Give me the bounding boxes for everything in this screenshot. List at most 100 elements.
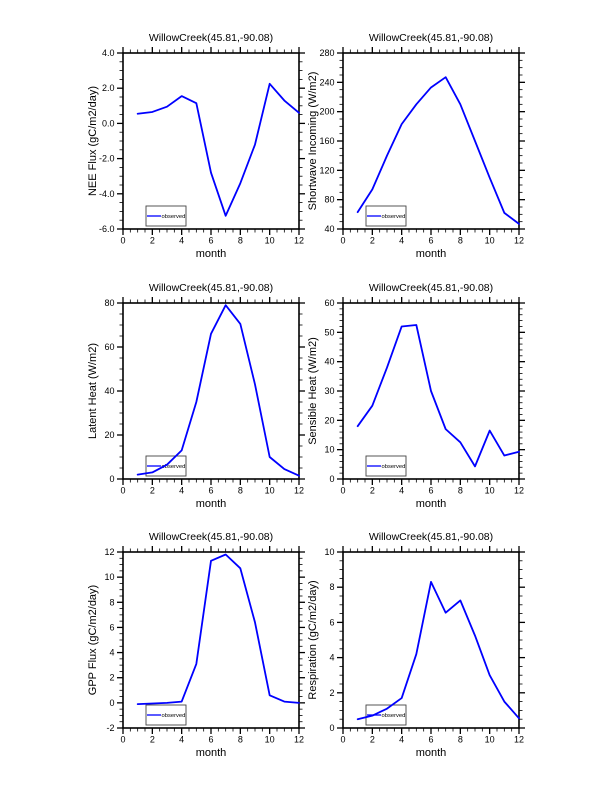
legend-label: observed <box>162 713 186 719</box>
legend: observed <box>145 205 187 227</box>
svg-text:80: 80 <box>104 298 114 308</box>
svg-text:12: 12 <box>294 486 304 496</box>
svg-text:2: 2 <box>329 688 334 698</box>
legend: observed <box>145 704 187 726</box>
svg-text:4: 4 <box>399 236 404 246</box>
svg-text:0: 0 <box>120 735 125 745</box>
x-axis-label: month <box>415 248 447 260</box>
x-axis-label: month <box>195 498 227 510</box>
svg-text:10: 10 <box>265 735 275 745</box>
shortwave-incoming-plot: 0 2 4 6 8 10 12 40 80 120 160 200 240 280 observed <box>319 47 525 246</box>
chart-gpp-flux: WillowCreek(45.81,-90.08) 0 2 4 6 8 10 12 -2 0 2 4… <box>60 529 340 779</box>
svg-text:0: 0 <box>340 486 345 496</box>
svg-text:40: 40 <box>324 357 334 367</box>
respiration-plot: 0 2 4 6 8 10 12 0 2 4 6 8 10 observed <box>324 546 525 745</box>
legend-label: observed <box>162 464 186 470</box>
svg-text:50: 50 <box>324 327 334 337</box>
chart-latent-heat: WillowCreek(45.81,-90.08) 0 2 4 6 8 10 12 0 20 40… <box>60 280 340 530</box>
x-axis-label: month <box>415 747 447 759</box>
series-observed <box>356 76 520 225</box>
gpp-flux-plot: 0 2 4 6 8 10 12 -2 0 2 4 6 8 10 12 observed <box>104 546 305 745</box>
svg-text:6: 6 <box>109 622 114 632</box>
svg-text:2: 2 <box>150 236 155 246</box>
svg-text:6: 6 <box>329 617 334 627</box>
svg-text:20: 20 <box>324 415 334 425</box>
y-axis-label: Respiration (gC/m2/day) <box>307 580 319 700</box>
svg-text:10: 10 <box>265 236 275 246</box>
svg-text:8: 8 <box>238 486 243 496</box>
svg-text:12: 12 <box>294 236 304 246</box>
svg-text:4: 4 <box>179 486 184 496</box>
svg-text:20: 20 <box>104 430 114 440</box>
svg-text:10: 10 <box>485 486 495 496</box>
y-axis-label: Shortwave Incoming (W/m2) <box>307 71 319 211</box>
legend-label: observed <box>382 214 406 220</box>
svg-text:60: 60 <box>104 342 114 352</box>
svg-text:12: 12 <box>514 735 524 745</box>
legend: observed <box>365 455 407 477</box>
series-observed <box>136 82 300 217</box>
svg-text:8: 8 <box>238 735 243 745</box>
chart-respiration: WillowCreek(45.81,-90.08) 0 2 4 6 8 10 12 0 2 4 6 8… <box>280 529 560 779</box>
legend-label: observed <box>382 713 406 719</box>
chart-title: WillowCreek(45.81,-90.08) <box>368 531 494 543</box>
chart-title: WillowCreek(45.81,-90.08) <box>148 32 274 44</box>
y-axis-label: NEE Flux (gC/m2/day) <box>87 85 99 197</box>
svg-text:0: 0 <box>340 735 345 745</box>
chart-title: WillowCreek(45.81,-90.08) <box>148 531 274 543</box>
svg-text:2: 2 <box>370 236 375 246</box>
series-observed <box>356 581 520 721</box>
chart-sensible-heat: WillowCreek(45.81,-90.08) 0 2 4 6 8 10 12 0 10 20… <box>280 280 560 530</box>
svg-text:6: 6 <box>208 735 213 745</box>
svg-text:10: 10 <box>265 486 275 496</box>
svg-text:0: 0 <box>340 236 345 246</box>
svg-text:2: 2 <box>109 673 114 683</box>
svg-text:4: 4 <box>179 735 184 745</box>
svg-text:8: 8 <box>458 486 463 496</box>
svg-text:6: 6 <box>208 236 213 246</box>
svg-text:8: 8 <box>329 582 334 592</box>
svg-text:2.0: 2.0 <box>102 83 115 93</box>
svg-text:8: 8 <box>109 597 114 607</box>
svg-text:200: 200 <box>319 107 334 117</box>
svg-text:10: 10 <box>104 572 114 582</box>
series-observed <box>136 553 300 706</box>
svg-text:0: 0 <box>109 698 114 708</box>
legend-label: observed <box>162 214 186 220</box>
svg-text:120: 120 <box>319 165 334 175</box>
svg-text:4: 4 <box>179 236 184 246</box>
x-axis-label: month <box>415 498 447 510</box>
legend-label: observed <box>382 464 406 470</box>
series-observed <box>136 304 300 477</box>
svg-text:6: 6 <box>208 486 213 496</box>
svg-text:8: 8 <box>238 236 243 246</box>
svg-text:8: 8 <box>458 236 463 246</box>
svg-text:2: 2 <box>150 486 155 496</box>
svg-text:6: 6 <box>428 236 433 246</box>
x-axis-label: month <box>195 248 227 260</box>
svg-text:12: 12 <box>294 735 304 745</box>
svg-text:0: 0 <box>329 723 334 733</box>
svg-text:4: 4 <box>399 735 404 745</box>
svg-text:-6.0: -6.0 <box>99 224 115 234</box>
svg-text:4: 4 <box>329 653 334 663</box>
svg-text:2: 2 <box>150 735 155 745</box>
svg-text:4.0: 4.0 <box>102 48 115 58</box>
series-observed <box>356 324 520 468</box>
chart-title: WillowCreek(45.81,-90.08) <box>368 32 494 44</box>
y-axis-label: Sensible Heat (W/m2) <box>307 337 319 445</box>
legend: observed <box>145 455 187 477</box>
svg-text:0: 0 <box>120 486 125 496</box>
svg-text:4: 4 <box>109 648 114 658</box>
svg-text:160: 160 <box>319 136 334 146</box>
svg-text:0: 0 <box>329 474 334 484</box>
svg-text:40: 40 <box>104 386 114 396</box>
chart-shortwave-incoming: WillowCreek(45.81,-90.08) 0 2 4 6 8 10 12 40 80 1… <box>280 30 560 280</box>
svg-text:30: 30 <box>324 386 334 396</box>
chart-title: WillowCreek(45.81,-90.08) <box>368 282 494 294</box>
sensible-heat-plot: 0 2 4 6 8 10 12 0 10 20 30 40 50 60 observed <box>324 297 525 496</box>
svg-text:2: 2 <box>370 486 375 496</box>
svg-text:12: 12 <box>514 486 524 496</box>
svg-text:6: 6 <box>428 735 433 745</box>
